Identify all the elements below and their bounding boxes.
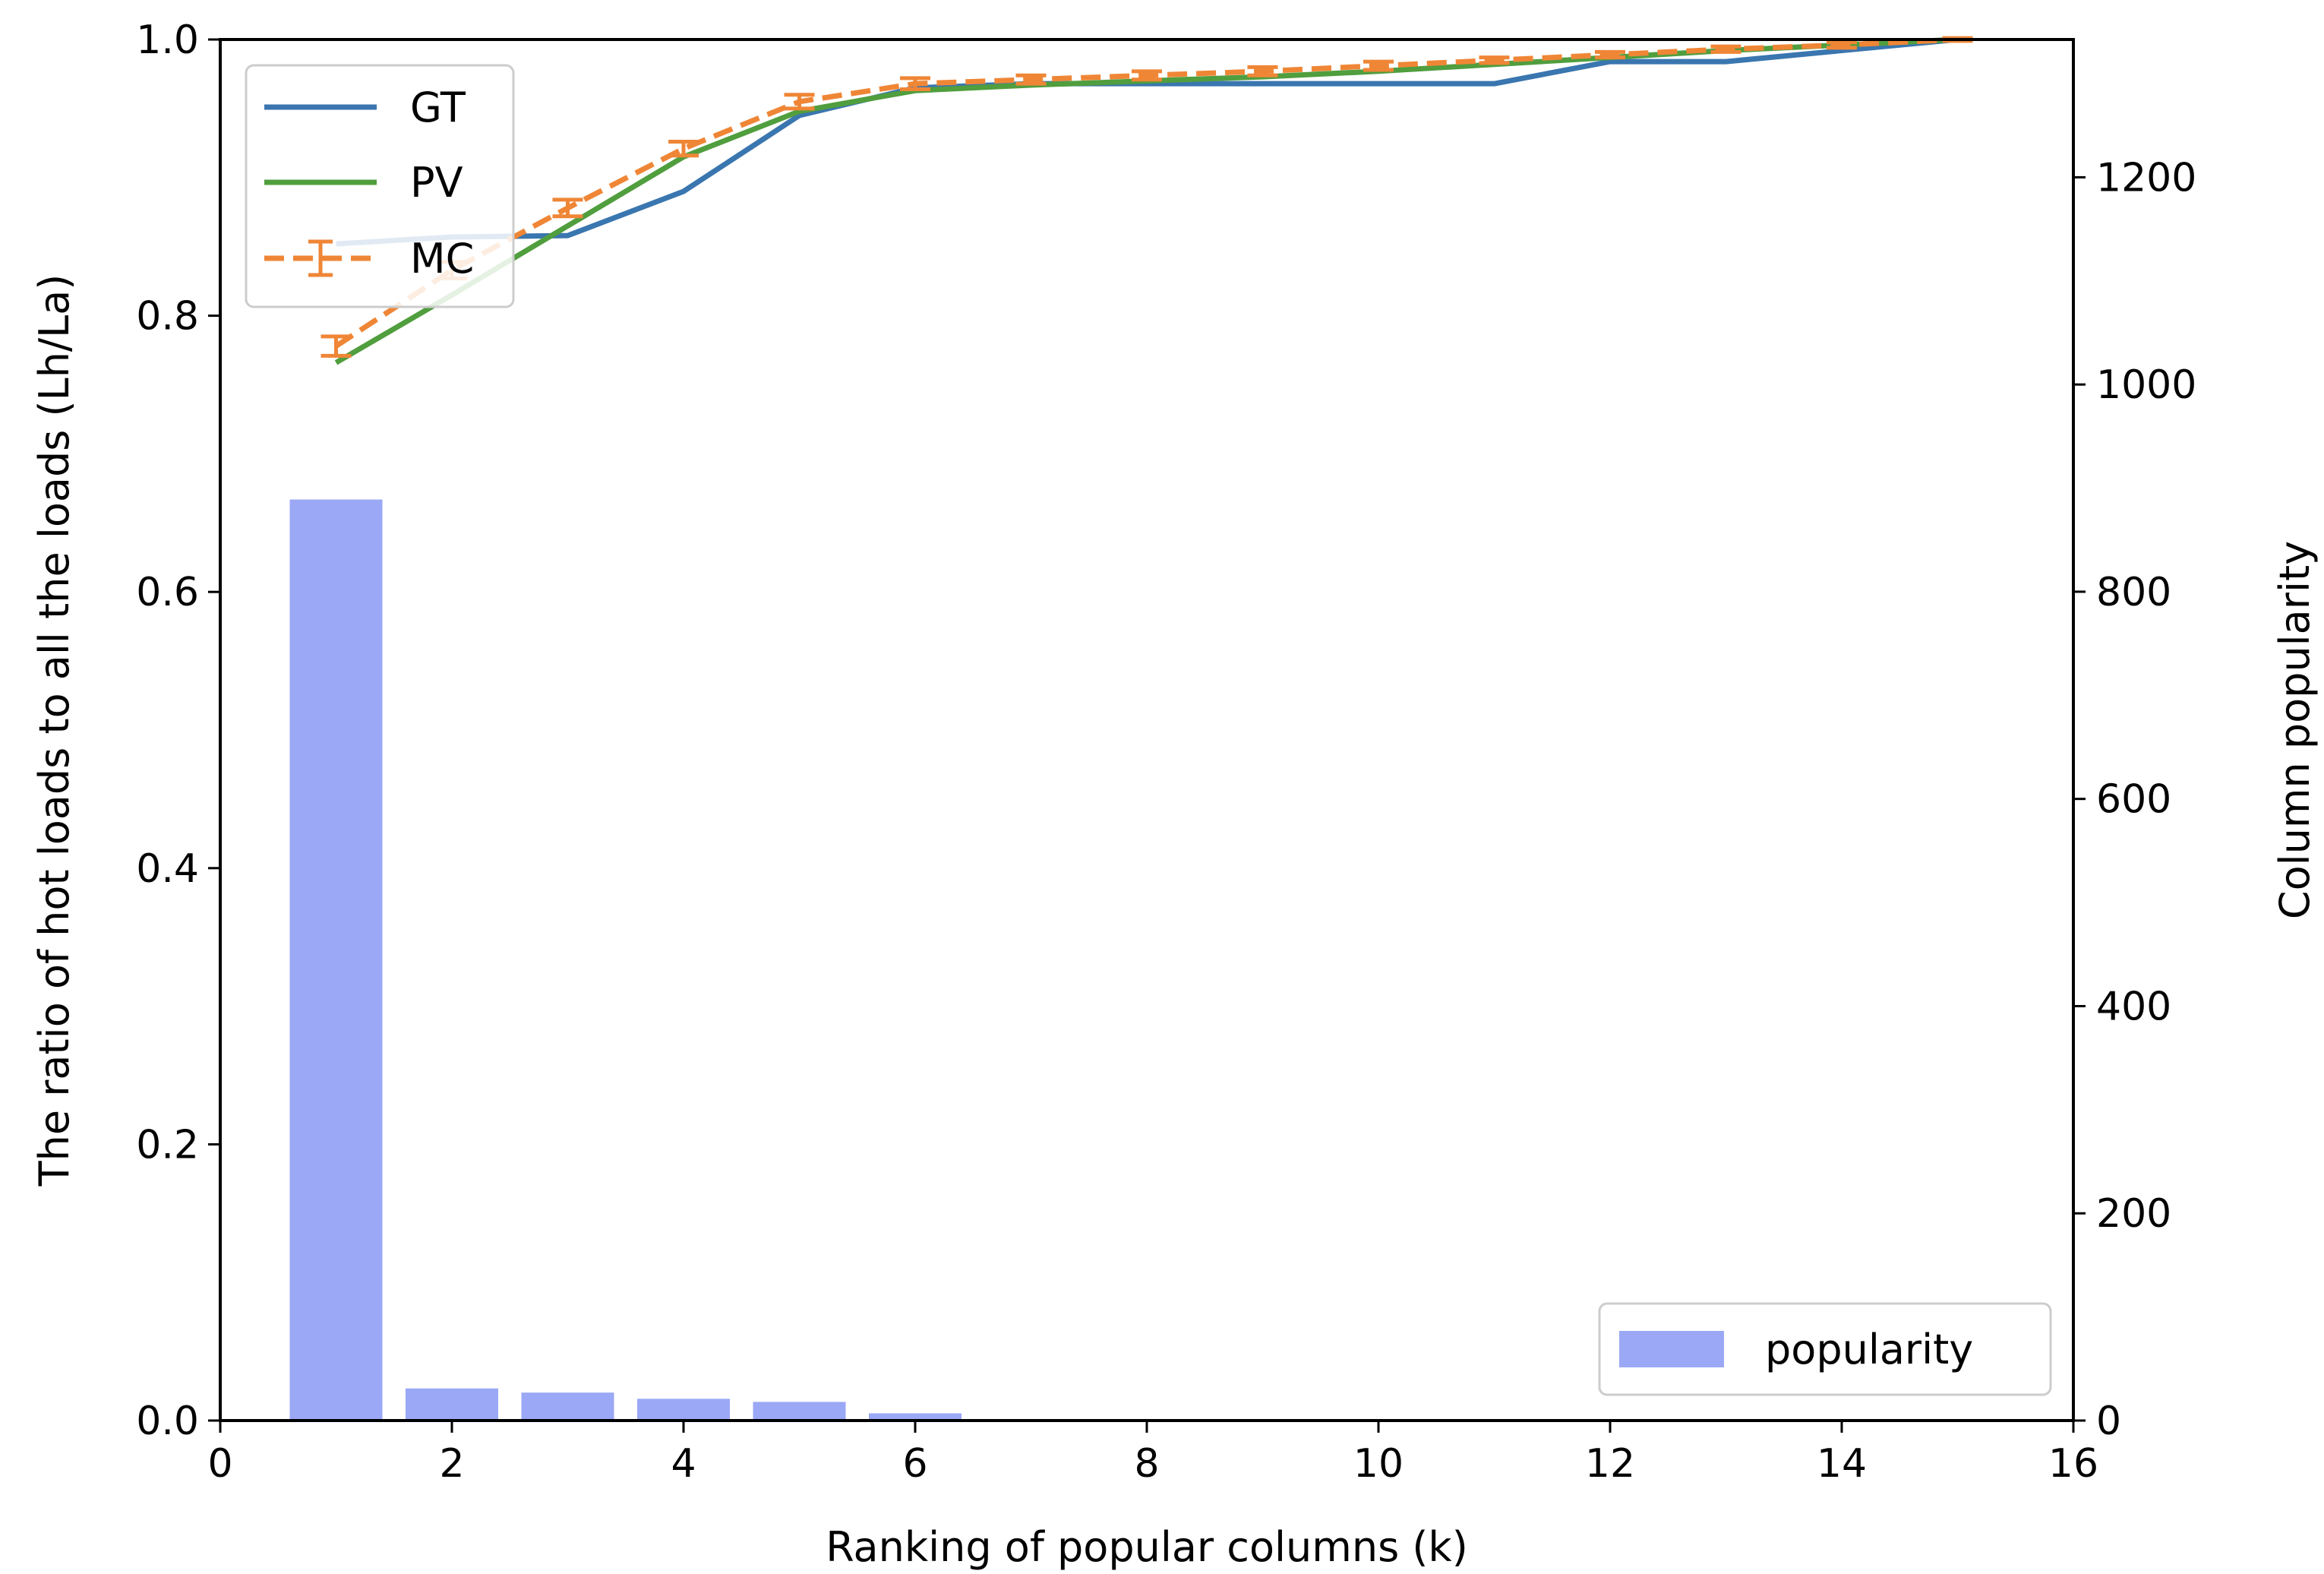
x-tick-label-16: 16 bbox=[2048, 1441, 2098, 1487]
x-tick-label-14: 14 bbox=[1817, 1441, 1867, 1487]
legend-bars: popularity bbox=[1598, 1302, 2052, 1396]
x-tick-label-10: 10 bbox=[1353, 1441, 1404, 1487]
errorbar-mc-8 bbox=[1132, 69, 1162, 82]
errorbar-mc-13 bbox=[1710, 44, 1741, 54]
series-line-gt bbox=[336, 36, 1958, 247]
y-right-tick-label-1000: 1000 bbox=[2096, 362, 2196, 408]
errorbar-mc-11 bbox=[1479, 55, 1510, 65]
errorbar-mc-1 bbox=[320, 334, 352, 358]
errorbar-mc-4 bbox=[668, 140, 699, 158]
y-left-tick-label-0: 0.0 bbox=[136, 1399, 199, 1444]
y-left-tick-label-0.6: 0.6 bbox=[136, 570, 199, 615]
legend-gt-label: GT bbox=[410, 84, 466, 131]
x-tick-label-2: 2 bbox=[439, 1441, 464, 1487]
y-right-tick-label-400: 400 bbox=[2096, 984, 2171, 1029]
legend-popularity-swatch bbox=[1619, 1331, 1724, 1367]
errorbar-mc-9 bbox=[1247, 65, 1278, 77]
lines-layer bbox=[320, 36, 1973, 365]
y-left-tick-label-1: 1.0 bbox=[136, 17, 199, 63]
y-right-axis-label: Column popularity bbox=[2271, 541, 2319, 919]
errorbar-mc-3 bbox=[552, 198, 583, 219]
y-left-tick-label-0.8: 0.8 bbox=[136, 294, 199, 340]
bars-layer bbox=[289, 499, 961, 1421]
y-left-tick-label-0.2: 0.2 bbox=[136, 1122, 199, 1168]
errorbar-mc-7 bbox=[1015, 73, 1047, 86]
x-tick-label-6: 6 bbox=[902, 1441, 927, 1487]
x-tick-label-12: 12 bbox=[1585, 1441, 1635, 1487]
y-left-axis-label: The ratio of hot loads to all the loads … bbox=[30, 274, 78, 1187]
y-right-tick-label-600: 600 bbox=[2096, 777, 2171, 823]
popularity-bar-4 bbox=[637, 1399, 730, 1421]
errorbar-mc-12 bbox=[1595, 49, 1625, 60]
x-tick-label-0: 0 bbox=[207, 1441, 232, 1487]
ticks-layer: 0 2 4 6 8 10 12 14 16 0.0 0.2 0.4 0.6 0.8 1.0 0 200 400 60… bbox=[136, 17, 2196, 1487]
legend-lines-box bbox=[245, 64, 515, 308]
y-left-tick-label-0.4: 0.4 bbox=[136, 846, 199, 892]
legend-bars-box bbox=[1598, 1302, 2052, 1396]
popularity-bar-3 bbox=[521, 1392, 614, 1421]
popularity-bar-2 bbox=[406, 1388, 498, 1421]
popularity-bar-1 bbox=[289, 499, 383, 1421]
x-tick-label-4: 4 bbox=[671, 1441, 696, 1487]
popularity-bar-5 bbox=[753, 1402, 846, 1421]
legend-mc-label: MC bbox=[410, 235, 474, 283]
errorbar-mc-5 bbox=[784, 93, 815, 111]
y-right-tick-label-0: 0 bbox=[2096, 1399, 2121, 1444]
legend-lines: GT PV MC bbox=[245, 64, 515, 308]
popularity-bar-6 bbox=[869, 1413, 961, 1421]
y-right-tick-label-200: 200 bbox=[2096, 1191, 2171, 1237]
legend-pv-label: PV bbox=[410, 159, 463, 207]
legend-popularity-label: popularity bbox=[1765, 1326, 1973, 1373]
errorbar-mc-14 bbox=[1827, 40, 1857, 50]
x-tick-label-8: 8 bbox=[1134, 1441, 1159, 1487]
y-right-tick-label-800: 800 bbox=[2096, 570, 2171, 615]
x-axis-label: Ranking of popular columns (k) bbox=[826, 1523, 1468, 1571]
y-right-tick-label-1200: 1200 bbox=[2096, 155, 2196, 201]
errorbar-mc-10 bbox=[1363, 59, 1394, 72]
errorbar-mc-6 bbox=[900, 76, 930, 91]
